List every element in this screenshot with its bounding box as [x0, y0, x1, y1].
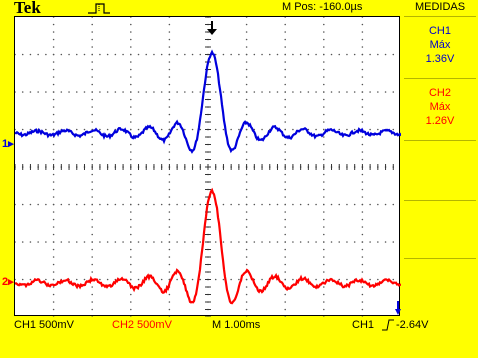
timebase-readout[interactable]: M 1.00ms: [212, 319, 261, 331]
graticule: [15, 17, 401, 317]
measurement-type: Máx: [429, 101, 451, 113]
trigger-source[interactable]: CH1: [352, 319, 375, 331]
measurement-type: Máx: [429, 39, 451, 51]
bottom-margin: [0, 336, 478, 358]
graticule-grid: [15, 17, 395, 317]
measurement-channel: CH1: [428, 25, 451, 37]
measurement-value: 1.36V: [425, 53, 455, 65]
measurement-value: 1.26V: [425, 115, 455, 127]
top-bar: Tek M Pos: -160.0µs: [0, 0, 478, 17]
trigger-position-marker: [207, 21, 217, 35]
brand-logo: Tek: [14, 0, 41, 17]
pulse-trigger-icon: [88, 3, 110, 14]
ch1-ground-marker: 1▸: [2, 138, 14, 150]
waveform-display: [14, 16, 401, 317]
status-bar: CH1 500mV CH2 500mV M 1.00ms CH1 -2.64V: [0, 316, 478, 336]
panel-divider: [404, 258, 476, 259]
rising-edge-icon: [382, 319, 394, 331]
measurement-panel: MEDIDAS CH1 Máx 1.36V CH2 Máx 1.26V: [402, 0, 478, 316]
trigger-level[interactable]: -2.64V: [396, 319, 429, 331]
measurement-channel: CH2: [428, 87, 451, 99]
measurement-ch2[interactable]: CH2 Máx 1.26V: [402, 86, 478, 128]
panel-divider: [404, 16, 476, 17]
ch1-scale[interactable]: CH1 500mV: [14, 319, 74, 331]
measurement-ch1[interactable]: CH1 Máx 1.36V: [402, 24, 478, 66]
ch2-waveform: [15, 187, 401, 305]
trigger-level-marker: [395, 301, 401, 315]
ch2-ground-marker: 2▸: [2, 276, 14, 288]
panel-divider: [404, 78, 476, 79]
ch2-scale[interactable]: CH2 500mV: [112, 319, 172, 331]
horizontal-position-readout: M Pos: -160.0µs: [282, 1, 363, 13]
panel-divider: [404, 140, 476, 141]
panel-divider: [404, 200, 476, 201]
panel-title: MEDIDAS: [414, 1, 466, 13]
ch1-waveform: [15, 49, 401, 154]
